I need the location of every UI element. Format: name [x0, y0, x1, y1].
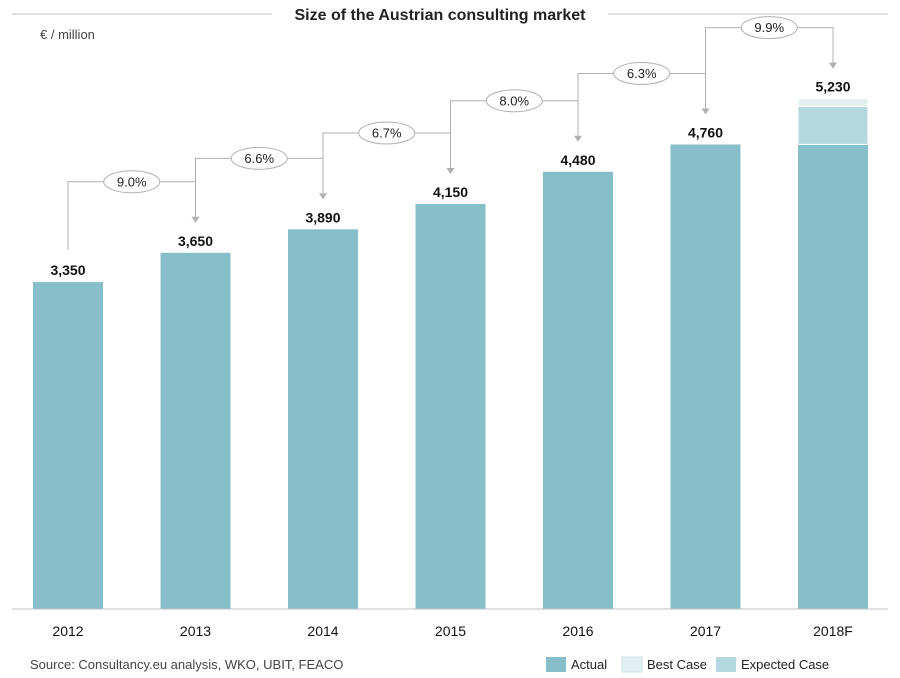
legend-label-best-case: Best Case	[647, 657, 707, 672]
value-label-2014: 3,890	[305, 209, 340, 225]
bar-2017-actual	[670, 144, 741, 609]
bar-2013-actual	[160, 252, 231, 609]
legend-swatch-best-case	[621, 656, 643, 673]
value-label-2018F: 5,230	[815, 79, 850, 95]
value-label-2012: 3,350	[50, 262, 85, 278]
tick-label-2012: 2012	[52, 623, 83, 639]
tick-label-2015: 2015	[435, 623, 466, 639]
growth-label-1: 6.6%	[244, 151, 274, 166]
bar-2018F-best-case	[797, 98, 869, 107]
x-axis-ticks: 2012 2013 2014 2015 2016 2017 2018F	[52, 623, 852, 639]
legend-swatch-actual	[546, 657, 566, 672]
value-label-2015: 4,150	[433, 184, 468, 200]
growth-label-5: 9.9%	[754, 20, 784, 35]
bar-2012-actual	[33, 282, 103, 609]
legend-swatch-expected-case	[716, 657, 736, 672]
tick-label-2018F: 2018F	[813, 623, 853, 639]
bar-2014-actual	[288, 229, 358, 610]
growth-bubble-2	[358, 121, 416, 145]
growth-bubble-0	[103, 170, 161, 194]
chart-title: Size of the Austrian consulting market	[294, 7, 586, 24]
growth-label-2: 6.7%	[372, 125, 402, 140]
growth-bubble-3	[485, 89, 543, 113]
unit-label: € / million	[40, 27, 95, 42]
tick-label-2016: 2016	[562, 623, 593, 639]
value-label-2017: 4,760	[688, 124, 723, 140]
growth-label-4: 6.3%	[627, 66, 657, 81]
value-labels: 3,350 3,650 3,890 4,150 4,480 4,760 5,230	[50, 79, 850, 278]
bars-layer	[33, 98, 869, 610]
tick-label-2013: 2013	[180, 623, 211, 639]
tick-label-2014: 2014	[307, 623, 338, 639]
growth-label-3: 8.0%	[499, 93, 529, 108]
bar-2015-actual	[415, 203, 486, 610]
value-label-2016: 4,480	[560, 152, 595, 168]
bar-2016-actual	[543, 171, 613, 609]
growth-bubble-5	[740, 16, 798, 40]
growth-arrowhead-5	[829, 62, 837, 69]
growth-bubble-4	[613, 61, 671, 85]
legend-label-expected-case: Expected Case	[741, 657, 829, 672]
tick-label-2017: 2017	[690, 623, 721, 639]
legend-label-actual: Actual	[571, 657, 607, 672]
growth-bubble-1	[230, 146, 288, 170]
legend: Actual Best Case Expected Case	[546, 656, 829, 673]
growth-connectors: 9.0% 6.6% 6.7% 8.0% 6.3% 9.9%	[67, 16, 837, 251]
bar-2018F-actual	[798, 144, 868, 609]
bar-2018F-expected-case	[797, 105, 869, 145]
value-label-2013: 3,650	[178, 233, 213, 249]
growth-label-0: 9.0%	[117, 174, 147, 189]
source-note: Source: Consultancy.eu analysis, WKO, UB…	[30, 657, 343, 672]
